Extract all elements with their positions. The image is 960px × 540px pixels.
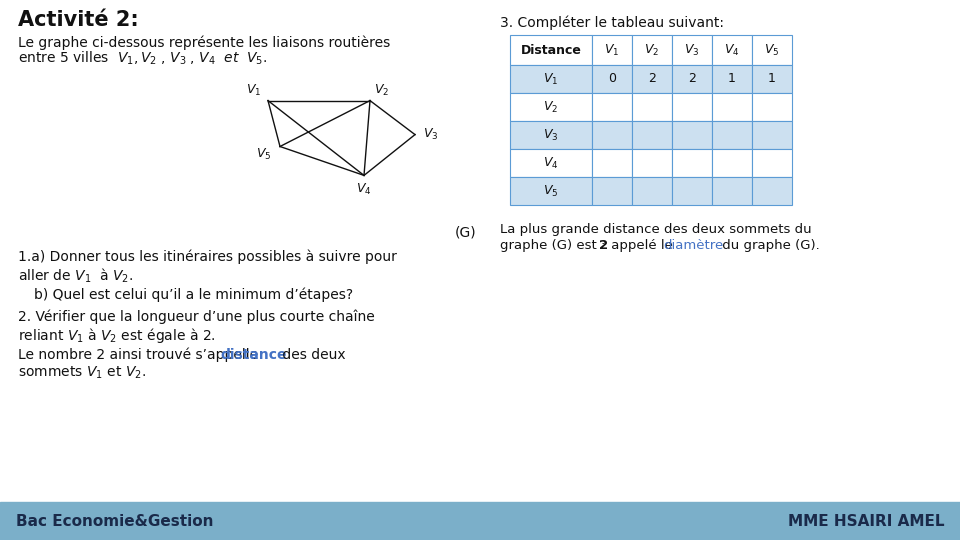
Bar	[592, 65, 632, 93]
Text: 2: 2	[688, 72, 696, 85]
Text: $V_5$: $V_5$	[256, 147, 272, 162]
Text: $V_3$: $V_3$	[423, 127, 439, 142]
Text: 2: 2	[648, 72, 656, 85]
Bar	[752, 35, 792, 65]
Bar	[592, 149, 632, 177]
Text: 1: 1	[728, 72, 736, 85]
Text: des deux: des deux	[278, 348, 346, 362]
Bar	[510, 121, 592, 149]
Bar	[672, 93, 712, 121]
Bar	[632, 93, 672, 121]
Text: sommets $V_1$ et $V_2$.: sommets $V_1$ et $V_2$.	[18, 365, 146, 381]
Bar	[510, 35, 592, 65]
Text: 0: 0	[608, 72, 616, 85]
Text: $V_2$: $V_2$	[644, 43, 660, 58]
Bar	[712, 35, 752, 65]
Text: $V_4$: $V_4$	[356, 182, 372, 197]
Bar	[592, 35, 632, 65]
Bar	[672, 35, 712, 65]
Bar	[752, 121, 792, 149]
Bar	[632, 177, 672, 205]
Bar	[712, 149, 752, 177]
Text: $V_5$: $V_5$	[764, 43, 780, 58]
Text: MME HSAIRI AMEL: MME HSAIRI AMEL	[787, 514, 944, 529]
Bar	[632, 121, 672, 149]
Text: $V_3$: $V_3$	[684, 43, 700, 58]
Bar	[672, 177, 712, 205]
Text: 3. Compléter le tableau suivant:: 3. Compléter le tableau suivant:	[500, 16, 724, 30]
Text: $V_3$: $V_3$	[543, 127, 559, 143]
Text: du graphe (G).: du graphe (G).	[718, 239, 820, 252]
Text: $V_2$: $V_2$	[374, 83, 390, 98]
Text: Activité 2:: Activité 2:	[18, 10, 139, 30]
Bar	[752, 149, 792, 177]
Bar	[672, 121, 712, 149]
Text: Le graphe ci-dessous représente les liaisons routières: Le graphe ci-dessous représente les liai…	[18, 35, 391, 50]
Text: $V_1$: $V_1$	[247, 83, 262, 98]
Text: $V_4$: $V_4$	[543, 156, 559, 171]
Text: distance: distance	[220, 348, 286, 362]
Text: aller de $V_1$  à $V_2$.: aller de $V_1$ à $V_2$.	[18, 267, 133, 286]
Bar	[510, 65, 592, 93]
Text: 2. Vérifier que la longueur d’une plus courte chaîne: 2. Vérifier que la longueur d’une plus c…	[18, 309, 374, 323]
Text: entre 5 villes  $V_1, V_2$ , $V_3$ , $V_4$  $\mathit{et}$  $V_5$.: entre 5 villes $V_1, V_2$ , $V_3$ , $V_4…	[18, 50, 268, 68]
Bar	[592, 93, 632, 121]
Bar	[510, 177, 592, 205]
Bar	[632, 35, 672, 65]
Bar	[632, 149, 672, 177]
Text: appelé le: appelé le	[607, 239, 677, 252]
Bar	[712, 93, 752, 121]
Text: $V_2$: $V_2$	[543, 99, 559, 114]
Text: 2: 2	[599, 239, 608, 252]
Bar	[712, 177, 752, 205]
Text: graphe (G) est :: graphe (G) est :	[500, 239, 610, 252]
Bar	[712, 121, 752, 149]
Text: (G): (G)	[455, 225, 476, 239]
Text: 1.a) Donner tous les itinéraires possibles à suivre pour: 1.a) Donner tous les itinéraires possibl…	[18, 250, 396, 265]
Bar	[592, 177, 632, 205]
Bar	[712, 65, 752, 93]
Bar	[752, 65, 792, 93]
Bar	[752, 93, 792, 121]
Text: diamètre: diamètre	[663, 239, 723, 252]
Text: $V_4$: $V_4$	[724, 43, 740, 58]
Text: Distance: Distance	[520, 44, 582, 57]
Bar	[510, 149, 592, 177]
Text: Bac Economie&Gestion: Bac Economie&Gestion	[16, 514, 213, 529]
Bar	[672, 65, 712, 93]
Text: $V_5$: $V_5$	[543, 184, 559, 199]
Text: La plus grande distance des deux sommets du: La plus grande distance des deux sommets…	[500, 223, 811, 236]
Bar	[752, 177, 792, 205]
Bar	[632, 65, 672, 93]
Text: 1: 1	[768, 72, 776, 85]
Bar	[0, 502, 960, 540]
Text: reliant $V_1$ à $V_2$ est égale à 2.: reliant $V_1$ à $V_2$ est égale à 2.	[18, 326, 216, 345]
Bar	[672, 149, 712, 177]
Bar	[510, 93, 592, 121]
Bar	[592, 121, 632, 149]
Text: $V_1$: $V_1$	[605, 43, 619, 58]
Text: $V_1$: $V_1$	[543, 71, 559, 86]
Text: Le nombre 2 ainsi trouvé s’appelle: Le nombre 2 ainsi trouvé s’appelle	[18, 348, 262, 362]
Text: b) Quel est celui qu’il a le minimum d’étapes?: b) Quel est celui qu’il a le minimum d’é…	[34, 287, 353, 301]
